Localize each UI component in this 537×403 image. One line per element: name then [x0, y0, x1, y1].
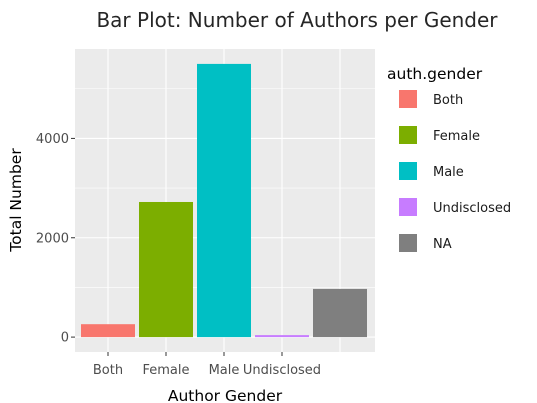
bar-undisclosed: [255, 335, 309, 338]
x-tick-label: Both: [93, 363, 123, 378]
legend-key-male: [399, 162, 417, 180]
legend-label: Male: [433, 165, 464, 180]
legend-title: auth.gender: [387, 65, 483, 83]
legend: Both Female Male Undisclosed NA: [399, 90, 511, 252]
bars: [81, 63, 367, 338]
bar-female: [139, 201, 193, 338]
legend-key-both: [399, 90, 417, 108]
x-tick-label: Female: [142, 363, 189, 378]
x-tick-label: Undisclosed: [243, 363, 321, 378]
y-tick-label: 2000: [36, 231, 69, 246]
chart-title: Bar Plot: Number of Authors per Gender: [96, 8, 498, 32]
legend-label: Undisclosed: [433, 201, 511, 216]
y-axis: 0 2000 4000: [36, 132, 75, 346]
legend-label: Both: [433, 93, 463, 108]
legend-label: NA: [433, 237, 452, 252]
y-axis-title: Total Number: [7, 148, 25, 253]
x-tick-label: Male: [209, 363, 240, 378]
bar-na: [313, 288, 367, 338]
legend-label: Female: [433, 129, 480, 144]
x-axis: Both Female Male Undisclosed: [93, 352, 321, 378]
bar-male: [197, 63, 251, 338]
legend-key-na: [399, 234, 417, 252]
legend-key-undisclosed: [399, 198, 417, 216]
y-tick-label: 0: [61, 331, 69, 346]
y-tick-label: 4000: [36, 132, 69, 147]
x-axis-title: Author Gender: [168, 387, 283, 403]
bar-both: [81, 324, 135, 338]
legend-key-female: [399, 126, 417, 144]
